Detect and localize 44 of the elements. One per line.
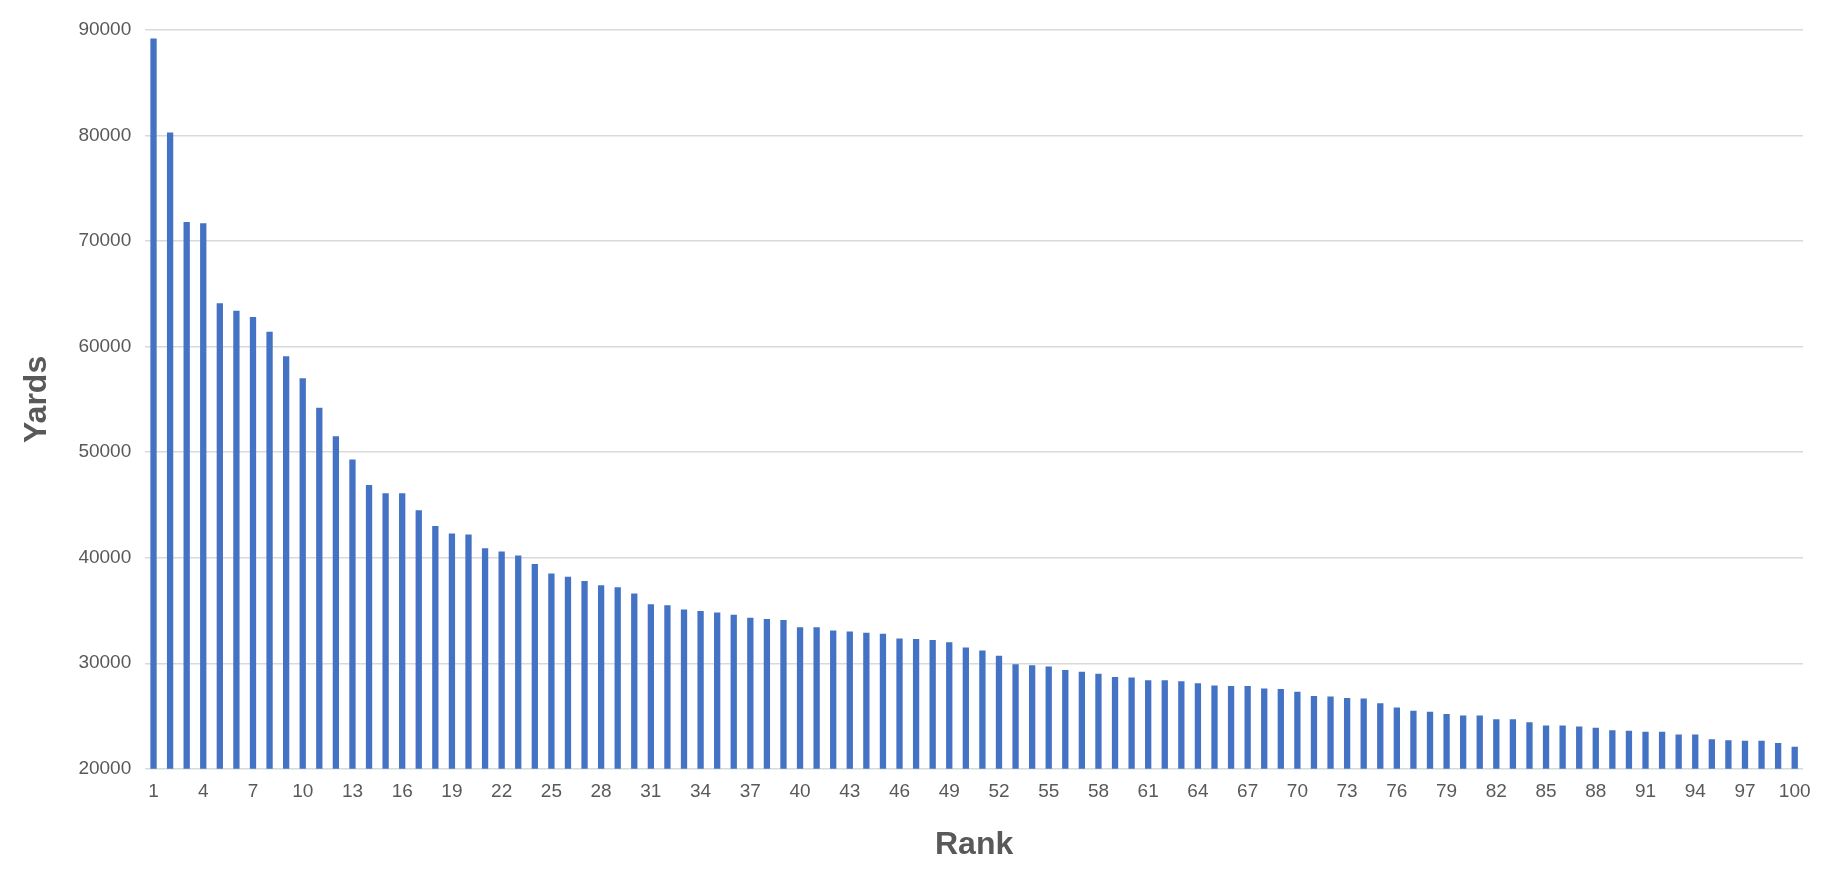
x-tick-label: 7: [247, 780, 259, 802]
y-tick-label: 60000: [78, 334, 132, 356]
x-tick-label: 46: [888, 780, 911, 802]
x-tick-label: 43: [839, 780, 861, 802]
y-axis-title: Yards: [17, 355, 54, 443]
x-tick-label: 61: [1137, 780, 1159, 802]
x-tick-label: 31: [640, 780, 662, 802]
x-tick-label: 13: [341, 780, 364, 802]
x-axis-title: Rank: [934, 824, 1014, 861]
x-tick-label: 73: [1336, 780, 1358, 802]
y-tick-label: 40000: [78, 545, 132, 567]
y-tick-label: 30000: [78, 651, 132, 673]
x-tick-label: 70: [1286, 780, 1308, 802]
x-tick-label: 79: [1436, 780, 1458, 802]
y-tick-label: 70000: [78, 229, 132, 251]
x-tick-label: 40: [789, 780, 811, 802]
x-tick-label: 88: [1585, 780, 1607, 802]
x-tick-label: 97: [1734, 780, 1756, 802]
y-tick-label: 50000: [78, 440, 132, 462]
x-tick-label: 34: [690, 780, 712, 802]
x-tick-label: 55: [1038, 780, 1060, 802]
x-tick-label: 49: [938, 780, 960, 802]
x-tick-label: 19: [441, 780, 463, 802]
x-tick-label: 28: [590, 780, 612, 802]
x-tick-label: 82: [1485, 780, 1507, 802]
x-tick-label: 25: [540, 780, 562, 802]
x-tick-label: 94: [1684, 780, 1707, 802]
x-tick-label: 76: [1386, 780, 1408, 802]
x-tick-label: 64: [1187, 780, 1209, 802]
x-tick-label: 10: [292, 780, 314, 802]
x-tick-label: 100: [1778, 780, 1811, 802]
x-tick-label: 91: [1634, 780, 1657, 802]
x-tick-label: 4: [197, 780, 209, 802]
x-tick-label: 58: [1087, 780, 1110, 802]
y-tick-label: 20000: [78, 757, 132, 779]
x-tick-label: 67: [1237, 780, 1259, 802]
x-tick-label: 1: [148, 780, 159, 802]
x-tick-label: 37: [739, 780, 761, 802]
x-tick-label: 85: [1535, 780, 1557, 802]
x-tick-label: 16: [391, 780, 413, 802]
x-tick-label: 22: [491, 780, 513, 802]
y-tick-label: 80000: [78, 123, 132, 145]
y-tick-label: 90000: [78, 18, 132, 40]
x-tick-label: 52: [988, 780, 1010, 802]
